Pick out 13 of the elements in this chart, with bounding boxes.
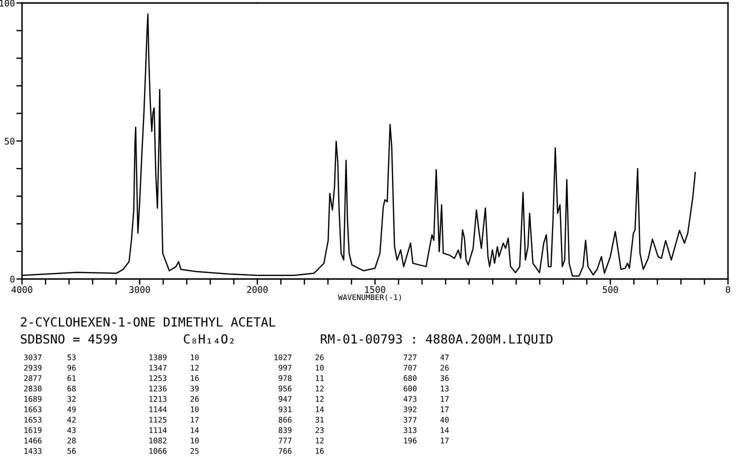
x-tick-label: 3000 <box>129 286 150 293</box>
text: 2-CYCLOHEXEN-1-ONE DIMETHYL ACETAL <box>20 317 276 327</box>
x-tick-label: 1500 <box>365 286 386 293</box>
y-tick-label: 50 <box>4 138 14 145</box>
text: C₈H₁₄O₂ <box>184 334 234 344</box>
x-tick-label: 4000 <box>12 286 32 293</box>
text: SDBSNO = 4599 <box>20 334 117 344</box>
y-tick-label: 100 <box>0 0 14 7</box>
x-tick-label: 500 <box>602 286 618 293</box>
x-tick-label: 2000 <box>247 286 268 293</box>
y-tick-label: 0 <box>10 276 14 283</box>
text: RM-01-00793 : 4880A.200M.LIQUID <box>320 334 553 346</box>
x-tick-label: 0 <box>726 286 730 293</box>
